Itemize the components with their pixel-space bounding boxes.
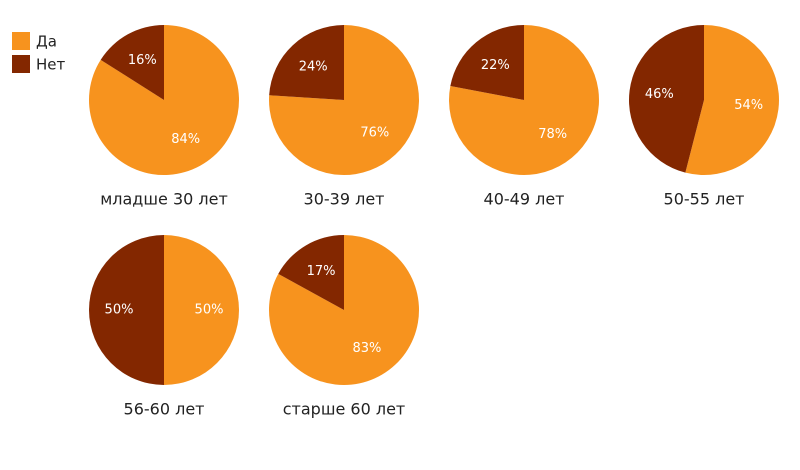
pie-slice [628,25,704,173]
pie-slice [450,25,524,100]
legend-swatch [12,55,30,73]
legend-label: Да [36,33,57,51]
pie-slice [89,235,164,385]
value-label: 50% [195,303,224,318]
value-label: 54% [734,98,763,113]
value-label: 78% [538,127,567,142]
legend-label: Нет [36,56,66,74]
value-label: 46% [645,87,674,102]
chart-title: 30-39 лет [304,190,385,209]
pie-slice [269,235,419,385]
pie-slice [278,235,344,310]
legend-swatch [12,32,30,50]
pie-slice [164,235,239,385]
chart-title: 50-55 лет [664,190,745,209]
value-label: 76% [360,125,389,140]
chart-title: младше 30 лет [100,190,228,209]
value-label: 17% [307,264,336,279]
chart-title: 56-60 лет [124,400,205,419]
value-label: 83% [352,341,381,356]
pie-slice [100,25,164,100]
chart-title: 40-49 лет [484,190,565,209]
value-label: 84% [171,132,200,147]
value-label: 22% [481,58,510,73]
pie-slice [269,25,419,176]
pie-slice [269,25,344,100]
value-label: 50% [105,303,134,318]
pie-slice [685,25,779,175]
value-label: 24% [299,60,328,75]
chart-title: старше 60 лет [283,400,405,419]
value-label: 16% [128,53,157,68]
